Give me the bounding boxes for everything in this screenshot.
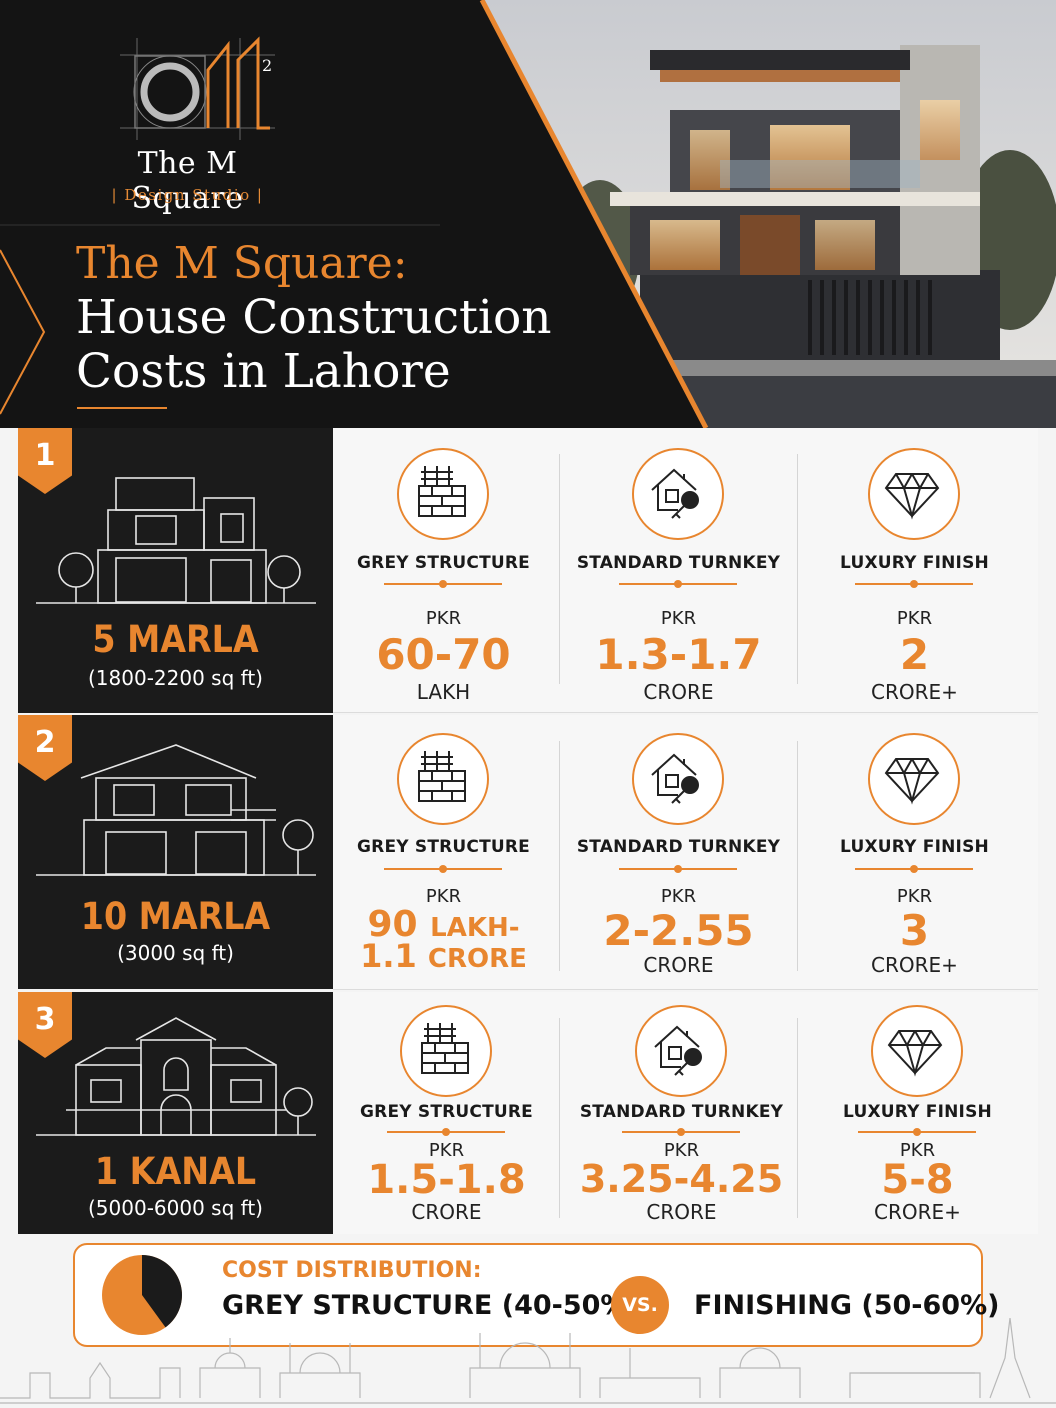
house-outline-icon — [36, 1017, 316, 1136]
pie-grey-slice — [142, 1255, 182, 1328]
tier-label: LUXURY FINISH — [840, 837, 989, 857]
column-divider — [559, 741, 560, 971]
currency-label: PKR — [425, 608, 462, 629]
pie-chart-icon — [102, 1255, 182, 1335]
column-divider — [559, 454, 560, 684]
price-value: 3.25-4.25 — [579, 1157, 784, 1201]
price-value-range: 90 LAKH- — [326, 907, 561, 943]
lahore-skyline-illustration — [0, 1318, 1056, 1404]
plot-size-label: 1 KANAL — [94, 1150, 257, 1193]
column-divider — [559, 1018, 560, 1218]
price-value-start: 90 — [367, 904, 418, 945]
brand-subtitle: | Design Studio | — [111, 186, 264, 204]
tier-divider — [619, 865, 737, 873]
brick-wall-icon — [400, 1005, 492, 1097]
price-unit: CRORE+ — [874, 1200, 961, 1224]
price-value: 1.3-1.7 — [595, 630, 762, 679]
price-value-range-end: 1.1 CRORE — [326, 940, 561, 972]
tier-divider — [855, 580, 973, 588]
logo-superscript: 2 — [262, 56, 273, 75]
currency-label: PKR — [663, 1140, 700, 1161]
plot-area-label: (3000 sq ft) — [117, 941, 234, 965]
price-unit: CRORE — [643, 953, 714, 977]
tier-divider — [384, 865, 502, 873]
price-value: 3 — [899, 906, 930, 955]
page-title-line2: House Construction — [76, 290, 552, 345]
price-unit: CRORE — [646, 1200, 717, 1224]
grey-structure-share: GREY STRUCTURE (40-50%) — [222, 1290, 640, 1321]
tier-label: STANDARD TURNKEY — [576, 837, 781, 857]
currency-label: PKR — [428, 1140, 465, 1161]
tier-divider — [384, 580, 502, 588]
price-unit: CRORE — [643, 680, 714, 704]
plot-area-label: (1800-2200 sq ft) — [88, 666, 263, 690]
house-key-icon — [635, 1005, 727, 1097]
grey-structure-label: GREY STRUCTURE — [222, 1290, 493, 1321]
house-key-icon — [632, 448, 724, 540]
tier-divider — [619, 580, 737, 588]
currency-label: PKR — [896, 886, 933, 907]
currency-label: PKR — [896, 608, 933, 629]
header-banner: 2 The M Square | Design Studio | The M S… — [0, 0, 1056, 428]
price-unit: LAKH — [416, 680, 471, 704]
brand-name: The M Square — [131, 146, 244, 216]
brick-wall-icon — [397, 448, 489, 540]
page-title-line3: Costs in Lahore — [76, 344, 451, 399]
tier-divider — [858, 1128, 976, 1136]
title-underline — [77, 407, 167, 409]
tier-label: STANDARD TURNKEY — [579, 1102, 784, 1122]
tier-label: GREY STRUCTURE — [360, 1102, 533, 1122]
plot-size-label: 10 MARLA — [80, 895, 271, 938]
tier-divider — [622, 1128, 740, 1136]
price-value: 1.5-1.8 — [367, 1157, 526, 1203]
price-unit: CRORE+ — [871, 953, 958, 977]
price-unit: CRORE+ — [871, 680, 958, 704]
page-title-line1: The M Square: — [76, 238, 408, 289]
column-divider — [797, 1018, 798, 1218]
size-card-1-kanal: 3 1 KANAL (5000-6000 sq ft) — [18, 992, 333, 1234]
price-value: 60-70 — [376, 630, 511, 679]
tier-label: LUXURY FINISH — [843, 1102, 992, 1122]
currency-label: PKR — [660, 608, 697, 629]
currency-label: PKR — [660, 886, 697, 907]
house-outline-icon — [36, 744, 316, 876]
diamond-icon — [871, 1005, 963, 1097]
tier-label: GREY STRUCTURE — [357, 837, 530, 857]
tier-label: LUXURY FINISH — [840, 553, 989, 573]
price-value: 5-8 — [881, 1157, 954, 1203]
column-divider — [797, 741, 798, 971]
price-value: 2 — [899, 630, 930, 679]
tier-label: GREY STRUCTURE — [357, 553, 530, 573]
finishing-label: FINISHING — [694, 1290, 852, 1321]
title-panel — [0, 0, 709, 428]
finishing-percent: (50-60%) — [861, 1290, 1000, 1321]
size-card-10-marla: 2 10 MARLA (3000 sq ft) — [18, 715, 333, 989]
currency-label: PKR — [425, 886, 462, 907]
tier-divider — [855, 865, 973, 873]
price-unit: CRORE — [411, 1200, 482, 1224]
price-value-end: 1.1 — [360, 937, 417, 975]
cost-distribution-box — [73, 1243, 983, 1347]
diamond-icon — [868, 448, 960, 540]
price-unit-end: CRORE — [427, 944, 527, 974]
diamond-icon — [868, 733, 960, 825]
size-card-5-marla: 1 5 MARLA (1800-2200 sq ft) — [18, 428, 333, 713]
house-outline-icon — [36, 477, 316, 604]
plot-area-label: (5000-6000 sq ft) — [88, 1196, 263, 1220]
brick-wall-icon — [397, 733, 489, 825]
house-key-icon — [632, 733, 724, 825]
tier-divider — [387, 1128, 505, 1136]
brand-logo — [120, 36, 275, 140]
finishing-share: FINISHING (50-60%) — [694, 1290, 999, 1321]
currency-label: PKR — [899, 1140, 936, 1161]
price-unit-start: LAKH- — [430, 913, 520, 943]
plot-size-label: 5 MARLA — [92, 618, 259, 661]
price-value: 2-2.55 — [603, 906, 754, 955]
tier-label: STANDARD TURNKEY — [576, 553, 781, 573]
cost-distribution-title: COST DISTRIBUTION: — [222, 1258, 482, 1283]
column-divider — [797, 454, 798, 684]
vs-badge: VS. — [611, 1276, 669, 1334]
